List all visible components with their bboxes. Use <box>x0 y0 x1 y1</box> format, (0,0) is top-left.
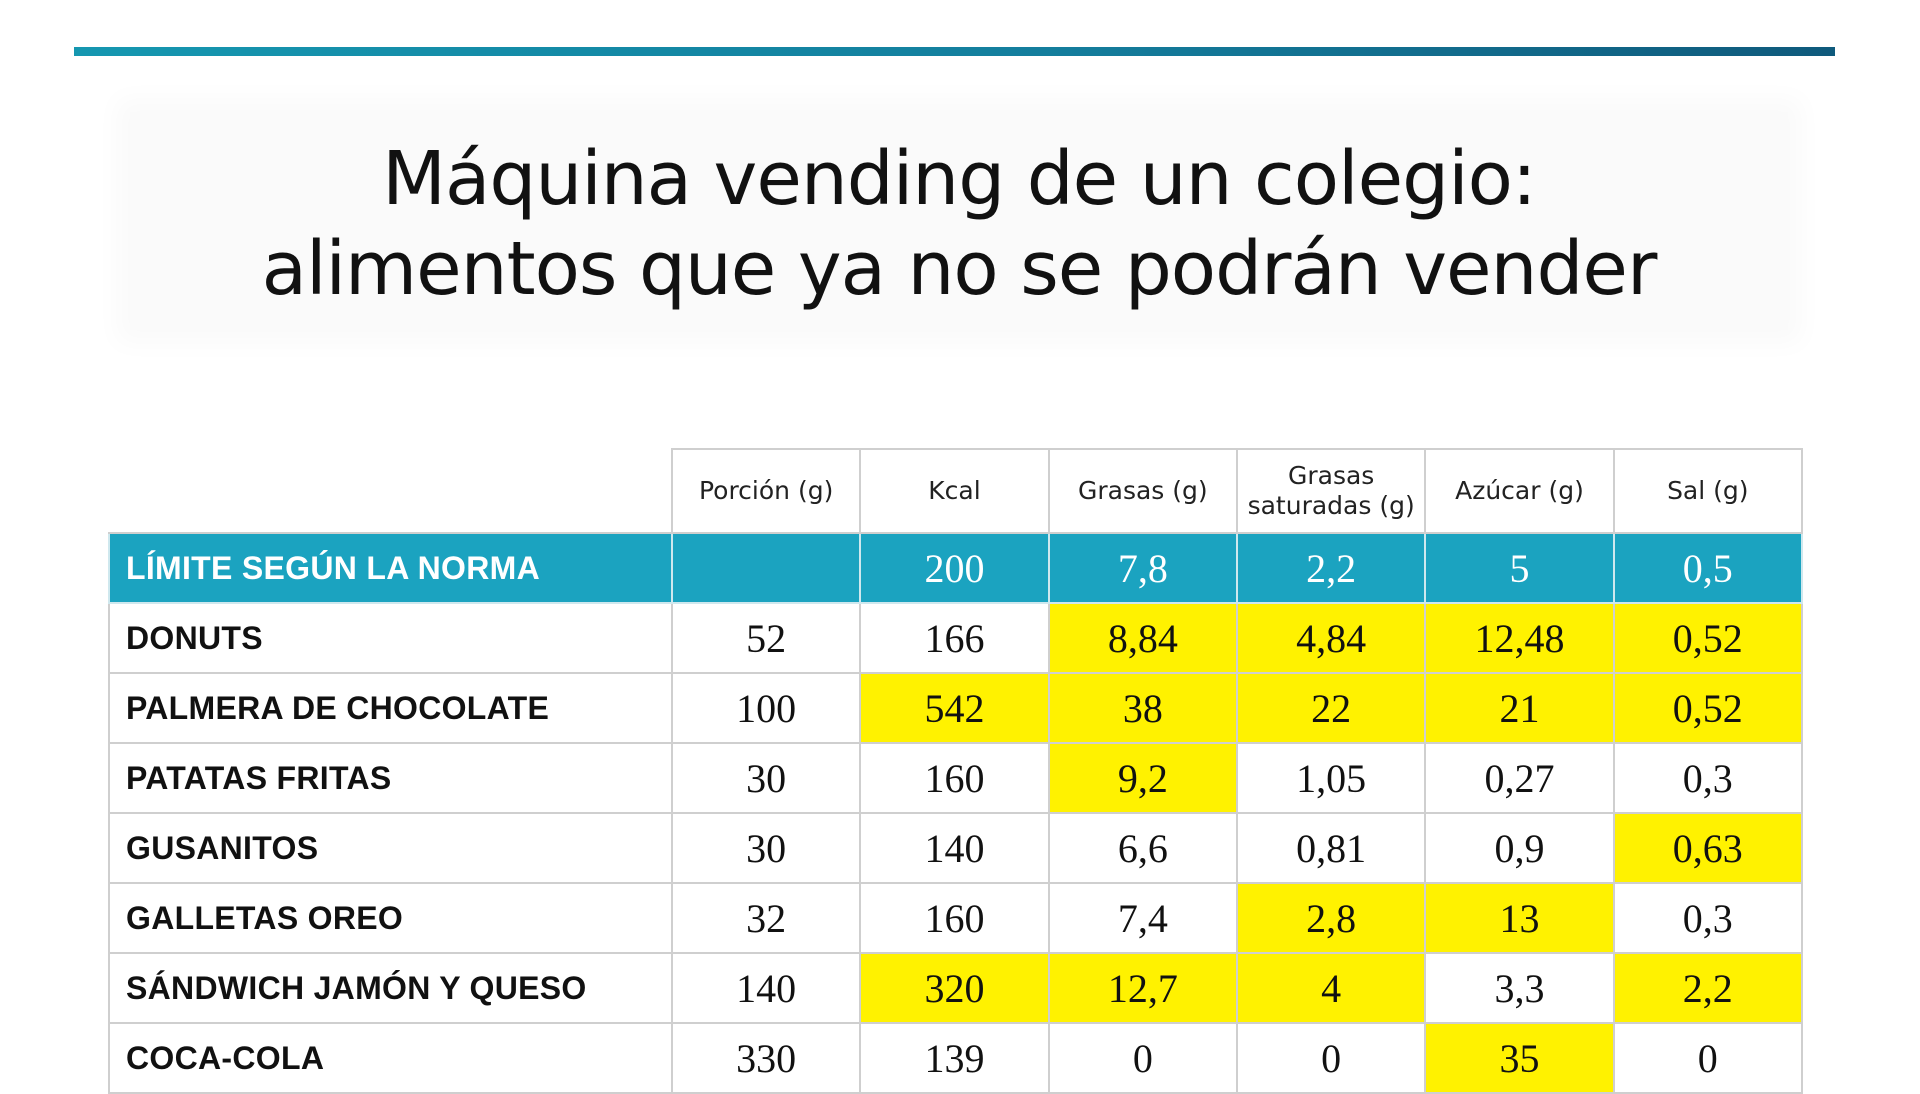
food-name: PATATAS FRITAS <box>108 742 673 814</box>
table-row: GALLETAS OREO 32 160 7,4 2,8 13 0,3 <box>108 882 1803 954</box>
value-cell-kcal: 139 <box>859 1022 1050 1094</box>
value-cell-fat: 8,84 <box>1047 602 1238 674</box>
value-cell-saturated-fat: 0 <box>1235 1022 1427 1094</box>
table-row: SÁNDWICH JAMÓN Y QUESO 140 320 12,7 4 3,3 2,2 <box>108 952 1803 1024</box>
value-cell-fat: 7,4 <box>1047 882 1238 954</box>
value-cell-portion: 32 <box>670 882 862 954</box>
value-cell-fat: 38 <box>1047 672 1238 744</box>
value-cell-kcal: 542 <box>859 672 1050 744</box>
value-cell-sugar: 0,27 <box>1424 742 1615 814</box>
value-cell-fat: 6,6 <box>1047 812 1238 884</box>
header-fat: Grasas (g) <box>1047 448 1238 534</box>
value-cell-kcal: 160 <box>859 742 1050 814</box>
limit-saturated-fat: 2,2 <box>1235 532 1427 604</box>
value-cell-saturated-fat: 0,81 <box>1235 812 1427 884</box>
value-cell-salt: 2,2 <box>1612 952 1803 1024</box>
value-cell-portion: 30 <box>670 812 862 884</box>
page-title-line-1: Máquina vending de un colegio: <box>382 136 1537 222</box>
limit-label: LÍMITE SEGÚN LA NORMA <box>108 532 673 604</box>
table-row: PATATAS FRITAS 30 160 9,2 1,05 0,27 0,3 <box>108 742 1803 814</box>
value-cell-kcal: 140 <box>859 812 1050 884</box>
header-salt: Sal (g) <box>1612 448 1803 534</box>
limit-salt: 0,5 <box>1612 532 1803 604</box>
value-cell-saturated-fat: 4 <box>1235 952 1427 1024</box>
value-cell-sugar: 3,3 <box>1424 952 1615 1024</box>
value-cell-saturated-fat: 1,05 <box>1235 742 1427 814</box>
header-blank-cell <box>109 449 672 534</box>
value-cell-fat: 9,2 <box>1047 742 1238 814</box>
value-cell-kcal: 320 <box>859 952 1050 1024</box>
food-name: PALMERA DE CHOCOLATE <box>108 672 673 744</box>
value-cell-salt: 0,3 <box>1612 882 1803 954</box>
value-cell-portion: 140 <box>670 952 862 1024</box>
value-cell-kcal: 166 <box>859 602 1050 674</box>
value-cell-fat: 12,7 <box>1047 952 1238 1024</box>
value-cell-kcal: 160 <box>859 882 1050 954</box>
value-cell-sugar: 21 <box>1424 672 1615 744</box>
limit-row: LÍMITE SEGÚN LA NORMA 200 7,8 2,2 5 0,5 <box>108 532 1803 604</box>
header-row: Porción (g) Kcal Grasas (g) Grasas satur… <box>109 448 1803 534</box>
table-row: COCA-COLA 330 139 0 0 35 0 <box>108 1022 1803 1094</box>
limit-fat: 7,8 <box>1047 532 1238 604</box>
food-name: DONUTS <box>108 602 673 674</box>
header-saturated-fat: Grasas saturadas (g) <box>1235 448 1427 534</box>
food-name: SÁNDWICH JAMÓN Y QUESO <box>108 952 673 1024</box>
table-body: LÍMITE SEGÚN LA NORMA 200 7,8 2,2 5 0,5 … <box>108 532 1803 1094</box>
value-cell-salt: 0,63 <box>1612 812 1803 884</box>
nutrition-table-container: Porción (g) Kcal Grasas (g) Grasas satur… <box>108 448 1803 1094</box>
value-cell-sugar: 35 <box>1424 1022 1615 1094</box>
limit-kcal: 200 <box>859 532 1050 604</box>
nutrition-table: Porción (g) Kcal Grasas (g) Grasas satur… <box>108 448 1803 1094</box>
limit-sugar: 5 <box>1424 532 1615 604</box>
value-cell-sugar: 13 <box>1424 882 1615 954</box>
value-cell-sugar: 0,9 <box>1424 812 1615 884</box>
value-cell-saturated-fat: 22 <box>1235 672 1427 744</box>
food-name: GALLETAS OREO <box>108 882 673 954</box>
value-cell-saturated-fat: 2,8 <box>1235 882 1427 954</box>
value-cell-salt: 0,3 <box>1612 742 1803 814</box>
table-row: PALMERA DE CHOCOLATE 100 542 38 22 21 0,52 <box>108 672 1803 744</box>
title-block: Máquina vending de un colegio: alimentos… <box>130 112 1788 330</box>
food-name: GUSANITOS <box>108 812 673 884</box>
value-cell-portion: 52 <box>670 602 862 674</box>
header-sugar: Azúcar (g) <box>1424 448 1615 534</box>
value-cell-salt: 0,52 <box>1612 672 1803 744</box>
table-row: GUSANITOS 30 140 6,6 0,81 0,9 0,63 <box>108 812 1803 884</box>
value-cell-portion: 30 <box>670 742 862 814</box>
value-cell-fat: 0 <box>1047 1022 1238 1094</box>
value-cell-saturated-fat: 4,84 <box>1235 602 1427 674</box>
limit-portion <box>670 532 862 604</box>
value-cell-salt: 0 <box>1612 1022 1803 1094</box>
page-title-line-2: alimentos que ya no se podrán vender <box>261 226 1658 312</box>
value-cell-portion: 330 <box>670 1022 862 1094</box>
value-cell-sugar: 12,48 <box>1424 602 1615 674</box>
table-row: DONUTS 52 166 8,84 4,84 12,48 0,52 <box>108 602 1803 674</box>
value-cell-portion: 100 <box>670 672 862 744</box>
value-cell-salt: 0,52 <box>1612 602 1803 674</box>
header-portion: Porción (g) <box>670 448 862 534</box>
food-name: COCA-COLA <box>108 1022 673 1094</box>
top-accent-rule <box>74 47 1835 56</box>
header-kcal: Kcal <box>859 448 1050 534</box>
